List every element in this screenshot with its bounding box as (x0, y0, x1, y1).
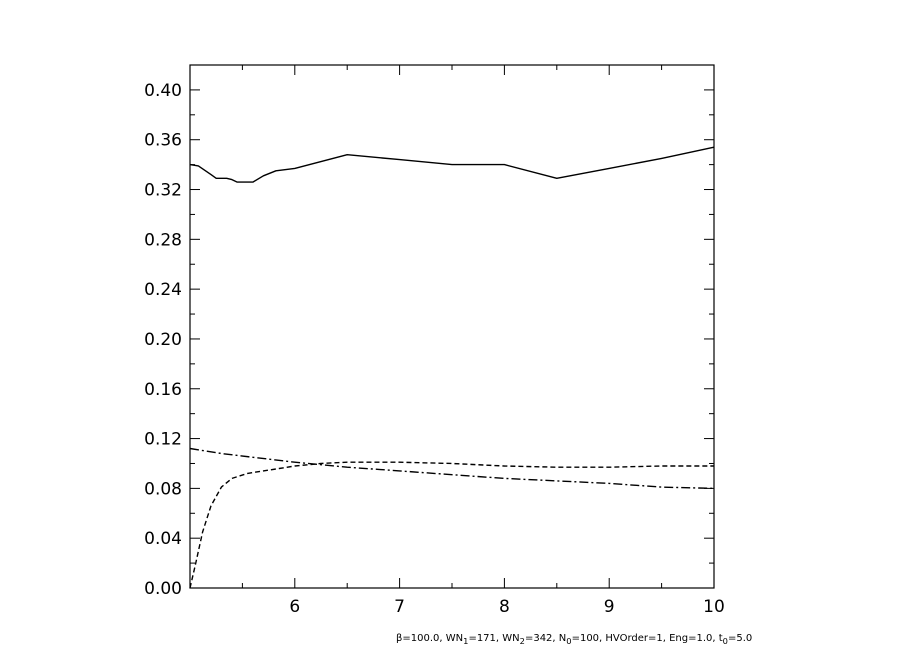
y-tick-label: 0.16 (144, 380, 182, 400)
parameters-caption: β=100.0, WN1=171, WN2=342, N0=100, HVOrd… (396, 633, 752, 646)
y-tick-label: 0.12 (144, 430, 182, 450)
y-tick-label: 0.24 (144, 280, 182, 300)
y-tick-label: 0.28 (144, 230, 182, 250)
y-tick-label: 0.04 (144, 529, 182, 549)
y-tick-label: 0.20 (144, 330, 182, 350)
caption-part-b: =171, WN (468, 633, 520, 644)
caption-sub-t: 0 (722, 636, 728, 646)
x-tick-label: 8 (499, 597, 510, 617)
caption-sub-1: 1 (463, 636, 469, 646)
series-line-solid (189, 146, 715, 183)
x-tick-label: 6 (289, 597, 300, 617)
y-tick-label: 0.00 (144, 579, 182, 599)
beta-symbol: β (396, 633, 403, 644)
caption-sub-2: 2 (519, 636, 525, 646)
caption-sub-0: 0 (566, 636, 572, 646)
series-line-dashdot (189, 447, 715, 490)
caption-part-d: =100, HVOrder=1, Eng=1.0, t (571, 633, 723, 644)
y-tick-label: 0.32 (144, 181, 182, 201)
x-tick-label: 9 (604, 597, 615, 617)
caption-part-e: =5.0 (727, 633, 753, 644)
y-tick-label: 0.36 (144, 131, 182, 151)
y-tick-label: 0.40 (144, 81, 182, 101)
x-tick-label: 7 (394, 597, 405, 617)
series-line-dashed (189, 461, 714, 589)
y-tick-label: 0.08 (144, 479, 182, 499)
plot-frame (189, 64, 715, 589)
caption-part-c: =342, N (524, 633, 567, 644)
caption-part-a: =100.0, WN (402, 633, 464, 644)
x-tick-label: 10 (703, 597, 725, 617)
